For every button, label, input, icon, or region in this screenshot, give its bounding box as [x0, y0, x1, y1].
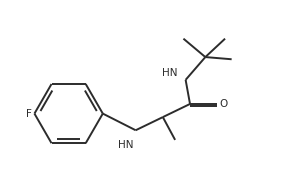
- Text: HN: HN: [162, 68, 178, 78]
- Text: O: O: [220, 99, 228, 109]
- Text: F: F: [26, 109, 32, 119]
- Text: HN: HN: [118, 140, 134, 150]
